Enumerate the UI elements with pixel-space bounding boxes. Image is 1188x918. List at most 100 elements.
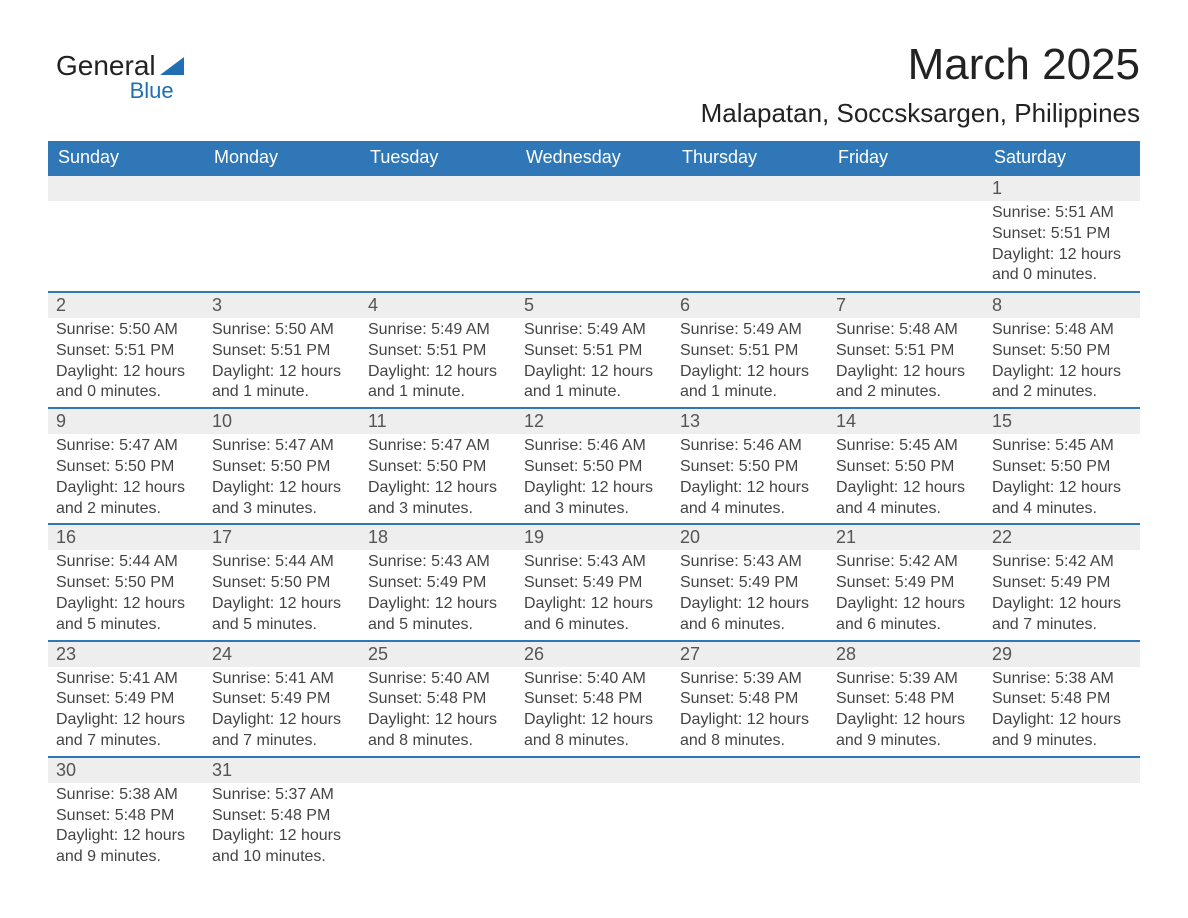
daylight-line: Daylight: 12 hours and 6 minutes. <box>524 594 664 636</box>
sunrise-line: Sunrise: 5:47 AM <box>212 436 352 457</box>
day-data-cell: Sunrise: 5:46 AMSunset: 5:50 PMDaylight:… <box>672 434 828 524</box>
day-number-cell: 31 <box>204 757 360 783</box>
day-number-cell: 28 <box>828 641 984 667</box>
day-data-cell: Sunrise: 5:49 AMSunset: 5:51 PMDaylight:… <box>672 318 828 408</box>
daylight-line: Daylight: 12 hours and 10 minutes. <box>212 826 352 868</box>
sunrise-line: Sunrise: 5:42 AM <box>836 552 976 573</box>
sunset-line: Sunset: 5:50 PM <box>836 457 976 478</box>
weekday-header: Tuesday <box>360 141 516 175</box>
day-number-cell: 30 <box>48 757 204 783</box>
day-number-cell: 24 <box>204 641 360 667</box>
daylight-line: Daylight: 12 hours and 9 minutes. <box>836 710 976 752</box>
empty-day-cell <box>672 783 828 873</box>
logo-text-sub: Blue <box>130 78 174 104</box>
empty-day-cell <box>828 757 984 783</box>
day-data-cell: Sunrise: 5:37 AMSunset: 5:48 PMDaylight:… <box>204 783 360 873</box>
weekday-header: Thursday <box>672 141 828 175</box>
day-data-cell: Sunrise: 5:40 AMSunset: 5:48 PMDaylight:… <box>516 667 672 757</box>
day-number-cell: 23 <box>48 641 204 667</box>
calendar-table: SundayMondayTuesdayWednesdayThursdayFrid… <box>48 141 1140 873</box>
day-number-cell: 3 <box>204 292 360 318</box>
day-number-cell: 7 <box>828 292 984 318</box>
daylight-line: Daylight: 12 hours and 2 minutes. <box>56 478 196 520</box>
day-number-cell: 18 <box>360 524 516 550</box>
day-data-cell: Sunrise: 5:47 AMSunset: 5:50 PMDaylight:… <box>204 434 360 524</box>
empty-day-cell <box>516 175 672 201</box>
sunset-line: Sunset: 5:50 PM <box>524 457 664 478</box>
day-number-cell: 27 <box>672 641 828 667</box>
daylight-line: Daylight: 12 hours and 9 minutes. <box>992 710 1132 752</box>
day-data-cell: Sunrise: 5:50 AMSunset: 5:51 PMDaylight:… <box>204 318 360 408</box>
sunrise-line: Sunrise: 5:43 AM <box>368 552 508 573</box>
day-number-cell: 14 <box>828 408 984 434</box>
sunset-line: Sunset: 5:48 PM <box>992 689 1132 710</box>
daylight-line: Daylight: 12 hours and 3 minutes. <box>524 478 664 520</box>
sunset-line: Sunset: 5:48 PM <box>368 689 508 710</box>
week-data-row: Sunrise: 5:44 AMSunset: 5:50 PMDaylight:… <box>48 550 1140 640</box>
day-data-cell: Sunrise: 5:42 AMSunset: 5:49 PMDaylight:… <box>984 550 1140 640</box>
week-data-row: Sunrise: 5:47 AMSunset: 5:50 PMDaylight:… <box>48 434 1140 524</box>
day-number: 15 <box>984 409 1140 434</box>
empty-day-cell <box>204 175 360 201</box>
day-number: 22 <box>984 525 1140 550</box>
day-data-cell: Sunrise: 5:41 AMSunset: 5:49 PMDaylight:… <box>204 667 360 757</box>
daylight-line: Daylight: 12 hours and 6 minutes. <box>836 594 976 636</box>
day-number-cell: 20 <box>672 524 828 550</box>
sunrise-line: Sunrise: 5:49 AM <box>680 320 820 341</box>
daylight-line: Daylight: 12 hours and 8 minutes. <box>680 710 820 752</box>
day-number: 6 <box>672 293 828 318</box>
day-data-cell: Sunrise: 5:38 AMSunset: 5:48 PMDaylight:… <box>984 667 1140 757</box>
daylight-line: Daylight: 12 hours and 4 minutes. <box>680 478 820 520</box>
daylight-line: Daylight: 12 hours and 2 minutes. <box>992 362 1132 404</box>
day-number: 14 <box>828 409 984 434</box>
week-data-row: Sunrise: 5:41 AMSunset: 5:49 PM Daylight:… <box>48 667 1140 757</box>
sunset-line: Sunset: 5:49 PM <box>368 573 508 594</box>
day-number: 19 <box>516 525 672 550</box>
sunrise-line: Sunrise: 5:50 AM <box>212 320 352 341</box>
empty-day-cell <box>360 175 516 201</box>
day-data-cell: Sunrise: 5:39 AMSunset: 5:48 PMDaylight:… <box>828 667 984 757</box>
sunrise-line: Sunrise: 5:40 AM <box>368 669 508 690</box>
header: General Blue March 2025 Malapatan, Soccs… <box>48 40 1140 141</box>
day-number: 20 <box>672 525 828 550</box>
sunrise-line: Sunrise: 5:41 AM <box>212 669 352 690</box>
week-data-row: Sunrise: 5:38 AMSunset: 5:48 PMDaylight:… <box>48 783 1140 873</box>
day-number: 4 <box>360 293 516 318</box>
empty-day-cell <box>360 757 516 783</box>
week-data-row: Sunrise: 5:50 AMSunset: 5:51 PMDaylight:… <box>48 318 1140 408</box>
sunset-line: Sunset: 5:51 PM <box>56 341 196 362</box>
day-data-cell: Sunrise: 5:43 AMSunset: 5:49 PMDaylight:… <box>360 550 516 640</box>
sunset-line: Sunset: 5:51 PM <box>212 341 352 362</box>
day-data-cell: Sunrise: 5:50 AMSunset: 5:51 PMDaylight:… <box>48 318 204 408</box>
day-number: 28 <box>828 642 984 667</box>
sunset-line: Sunset: 5:50 PM <box>992 341 1132 362</box>
daylight-line: Daylight: 12 hours and 2 minutes. <box>836 362 976 404</box>
empty-day-cell <box>204 201 360 292</box>
page-title: March 2025 <box>701 40 1140 90</box>
day-number: 13 <box>672 409 828 434</box>
sunrise-line: Sunrise: 5:37 AM <box>212 785 352 806</box>
sunset-line: Sunset: 5:49 PM <box>212 689 352 710</box>
day-data-cell: Sunrise: 5:42 AMSunset: 5:49 PMDaylight:… <box>828 550 984 640</box>
week-number-row: 23242526272829 <box>48 641 1140 667</box>
day-data-cell: Sunrise: 5:49 AMSunset: 5:51 PMDaylight:… <box>360 318 516 408</box>
day-number: 12 <box>516 409 672 434</box>
day-number: 31 <box>204 758 360 783</box>
sunset-line: Sunset: 5:49 PM <box>836 573 976 594</box>
day-number: 25 <box>360 642 516 667</box>
day-number-cell: 8 <box>984 292 1140 318</box>
day-data-cell: Sunrise: 5:47 AMSunset: 5:50 PMDaylight:… <box>360 434 516 524</box>
sunrise-line: Sunrise: 5:46 AM <box>680 436 820 457</box>
day-data-cell: Sunrise: 5:45 AMSunset: 5:50 PMDaylight:… <box>828 434 984 524</box>
sunset-line: Sunset: 5:50 PM <box>368 457 508 478</box>
day-number-cell: 5 <box>516 292 672 318</box>
day-data-cell: Sunrise: 5:38 AMSunset: 5:48 PMDaylight:… <box>48 783 204 873</box>
daylight-line: Daylight: 12 hours and 1 minute. <box>368 362 508 404</box>
day-number: 18 <box>360 525 516 550</box>
day-number: 11 <box>360 409 516 434</box>
day-number: 17 <box>204 525 360 550</box>
day-number-cell: 26 <box>516 641 672 667</box>
sunrise-line: Sunrise: 5:48 AM <box>836 320 976 341</box>
daylight-line: Daylight: 12 hours and 3 minutes. <box>368 478 508 520</box>
day-number: 1 <box>984 176 1140 201</box>
